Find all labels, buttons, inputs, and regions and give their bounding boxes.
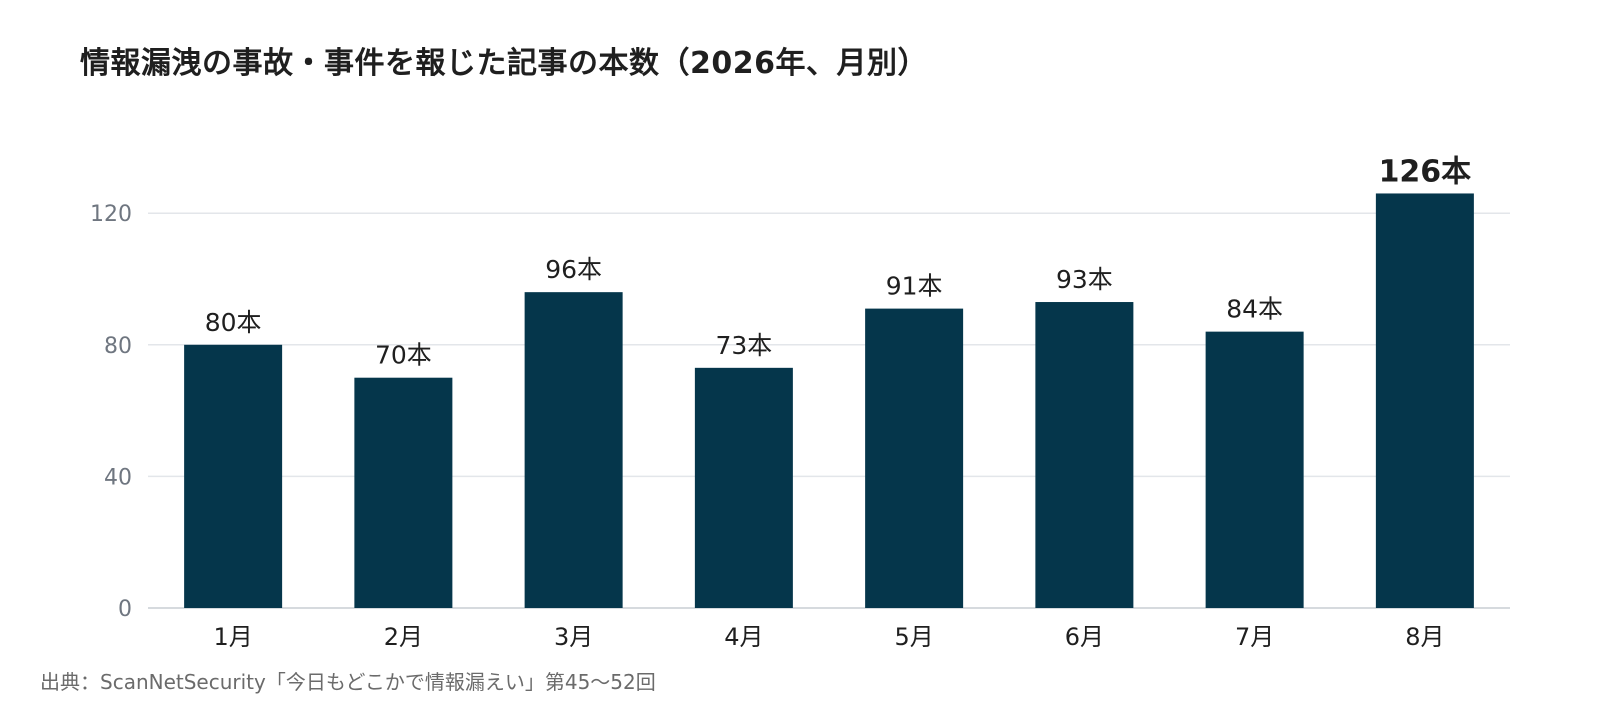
bar-1 xyxy=(184,344,283,608)
y-tick-label-40: 40 xyxy=(104,465,132,490)
bar-6 xyxy=(1035,302,1134,608)
x-tick-label-5: 5月 xyxy=(894,623,933,651)
bars xyxy=(184,193,1474,608)
data-label-1: 80本 xyxy=(205,308,262,337)
x-tick-label-4: 4月 xyxy=(724,623,763,651)
data-label-2: 70本 xyxy=(375,341,432,370)
data-label-3: 96本 xyxy=(545,255,602,284)
data-label-5: 91本 xyxy=(886,272,943,301)
bar-3 xyxy=(524,292,623,608)
x-tick-label-1: 1月 xyxy=(213,623,252,651)
y-tick-label-0: 0 xyxy=(118,597,132,622)
x-axis-labels: 1月 2月 3月 4月 5月 6月 7月 8月 xyxy=(213,623,1444,651)
x-tick-label-7: 7月 xyxy=(1235,623,1274,651)
x-tick-label-2: 2月 xyxy=(384,623,423,651)
data-label-4: 73本 xyxy=(715,331,772,360)
data-labels: 80本 70本 96本 73本 91本 93本 84本 126本 xyxy=(205,154,1471,369)
x-tick-label-6: 6月 xyxy=(1065,623,1104,651)
data-label-8: 126本 xyxy=(1379,154,1472,189)
bar-2 xyxy=(354,377,453,608)
data-label-7: 84本 xyxy=(1226,295,1283,324)
x-tick-label-8: 8月 xyxy=(1405,623,1444,651)
bar-8 xyxy=(1375,193,1474,608)
bar-7 xyxy=(1205,331,1304,608)
bar-4 xyxy=(694,367,793,608)
y-axis-ticks: 0 40 80 120 xyxy=(90,202,132,622)
x-tick-label-3: 3月 xyxy=(554,623,593,651)
grid-lines xyxy=(148,212,1510,609)
y-tick-label-120: 120 xyxy=(90,202,132,227)
bar-5 xyxy=(865,308,964,608)
source-note: 出典：ScanNetSecurity「今日もどこかで情報漏えい」第45〜52回 xyxy=(40,670,656,694)
y-tick-label-80: 80 xyxy=(104,334,132,359)
data-label-6: 93本 xyxy=(1056,265,1113,294)
chart-title: 情報漏洩の事故・事件を報じた記事の本数（2026年、月別） xyxy=(80,46,928,81)
